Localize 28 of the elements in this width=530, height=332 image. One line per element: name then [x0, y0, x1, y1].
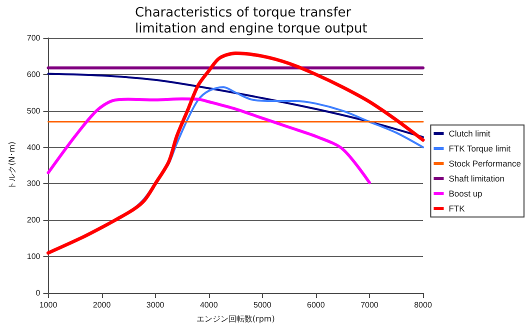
y-tick-label: 300: [26, 179, 41, 188]
y-tick-label: 700: [26, 34, 41, 42]
y-tick-label: 500: [26, 106, 41, 116]
x-tick-label: 7000: [360, 300, 379, 310]
line-series: [46, 52, 425, 255]
x-tick-label: 5000: [253, 300, 272, 310]
x-tick-label: 2000: [92, 300, 112, 310]
y-tick-label: 200: [26, 216, 41, 225]
legend-label: FTK Torque limit: [448, 144, 512, 154]
y-axis-title: トルク(N･m): [8, 141, 16, 190]
legend-label: Boost up: [448, 188, 483, 198]
x-tick-label: 3000: [146, 300, 165, 310]
line-series: [46, 97, 371, 184]
chart-title: Characteristics of torque transfer limitation and engine torque output: [135, 6, 368, 36]
y-tick-label: 600: [26, 70, 41, 79]
legend-label: Shaft limitation: [448, 174, 505, 184]
y-tick-label: 400: [26, 142, 41, 152]
line-series: [47, 72, 424, 138]
legend-label: Clutch limit: [448, 128, 491, 138]
x-axis-title: エンジン回転数(rpm): [196, 314, 275, 324]
x-tick-label: 8000: [414, 300, 432, 310]
x-tick-label: 6000: [307, 300, 326, 310]
y-tick-label: 100: [26, 252, 41, 262]
x-tick-label: 4000: [200, 300, 218, 310]
legend-label: FTK: [448, 204, 466, 214]
x-tick-label: 1000: [39, 300, 58, 310]
legend-label: Stock Performance: [448, 158, 522, 168]
y-tick-label: 0: [36, 288, 41, 298]
